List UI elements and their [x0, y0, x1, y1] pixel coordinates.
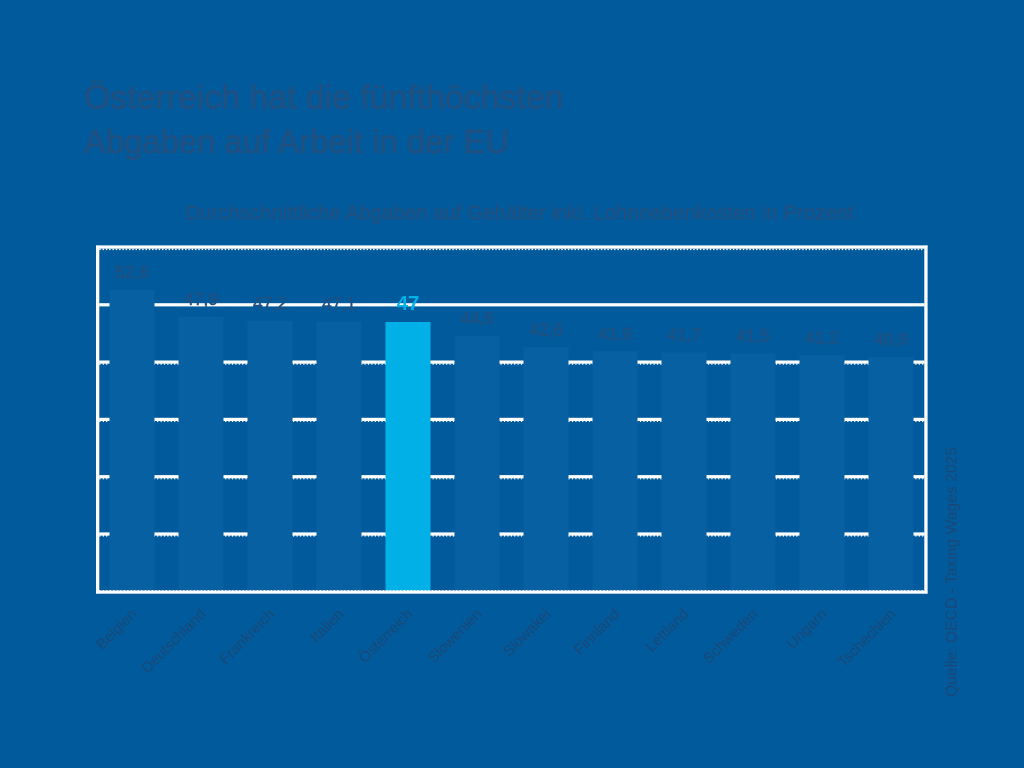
svg-text:47: 47: [397, 292, 420, 315]
svg-text:47,9: 47,9: [184, 289, 218, 309]
svg-text:47,2: 47,2: [253, 293, 287, 313]
svg-text:Österreich hat die fünfthöchst: Österreich hat die fünfthöchsten: [84, 79, 564, 116]
svg-text:41,7: 41,7: [667, 325, 701, 345]
svg-text:41,2: 41,2: [805, 327, 839, 347]
svg-text:42,6: 42,6: [529, 319, 563, 339]
svg-text:52,6: 52,6: [115, 262, 149, 282]
svg-text:Durchschnittliche Abgaben auf: Durchschnittliche Abgaben auf Gehälter i…: [185, 203, 854, 225]
svg-text:44,6: 44,6: [460, 308, 494, 328]
svg-text:41,5: 41,5: [736, 326, 770, 346]
svg-text:47,1: 47,1: [322, 294, 356, 314]
svg-text:Abgaben auf Arbeit in der EU: Abgaben auf Arbeit in der EU: [84, 123, 509, 160]
svg-text:Quelle: OECD - Taxing Wages 20: Quelle: OECD - Taxing Wages 2025: [944, 447, 961, 697]
svg-text:40,9: 40,9: [874, 329, 908, 349]
svg-text:41,9: 41,9: [598, 323, 632, 343]
